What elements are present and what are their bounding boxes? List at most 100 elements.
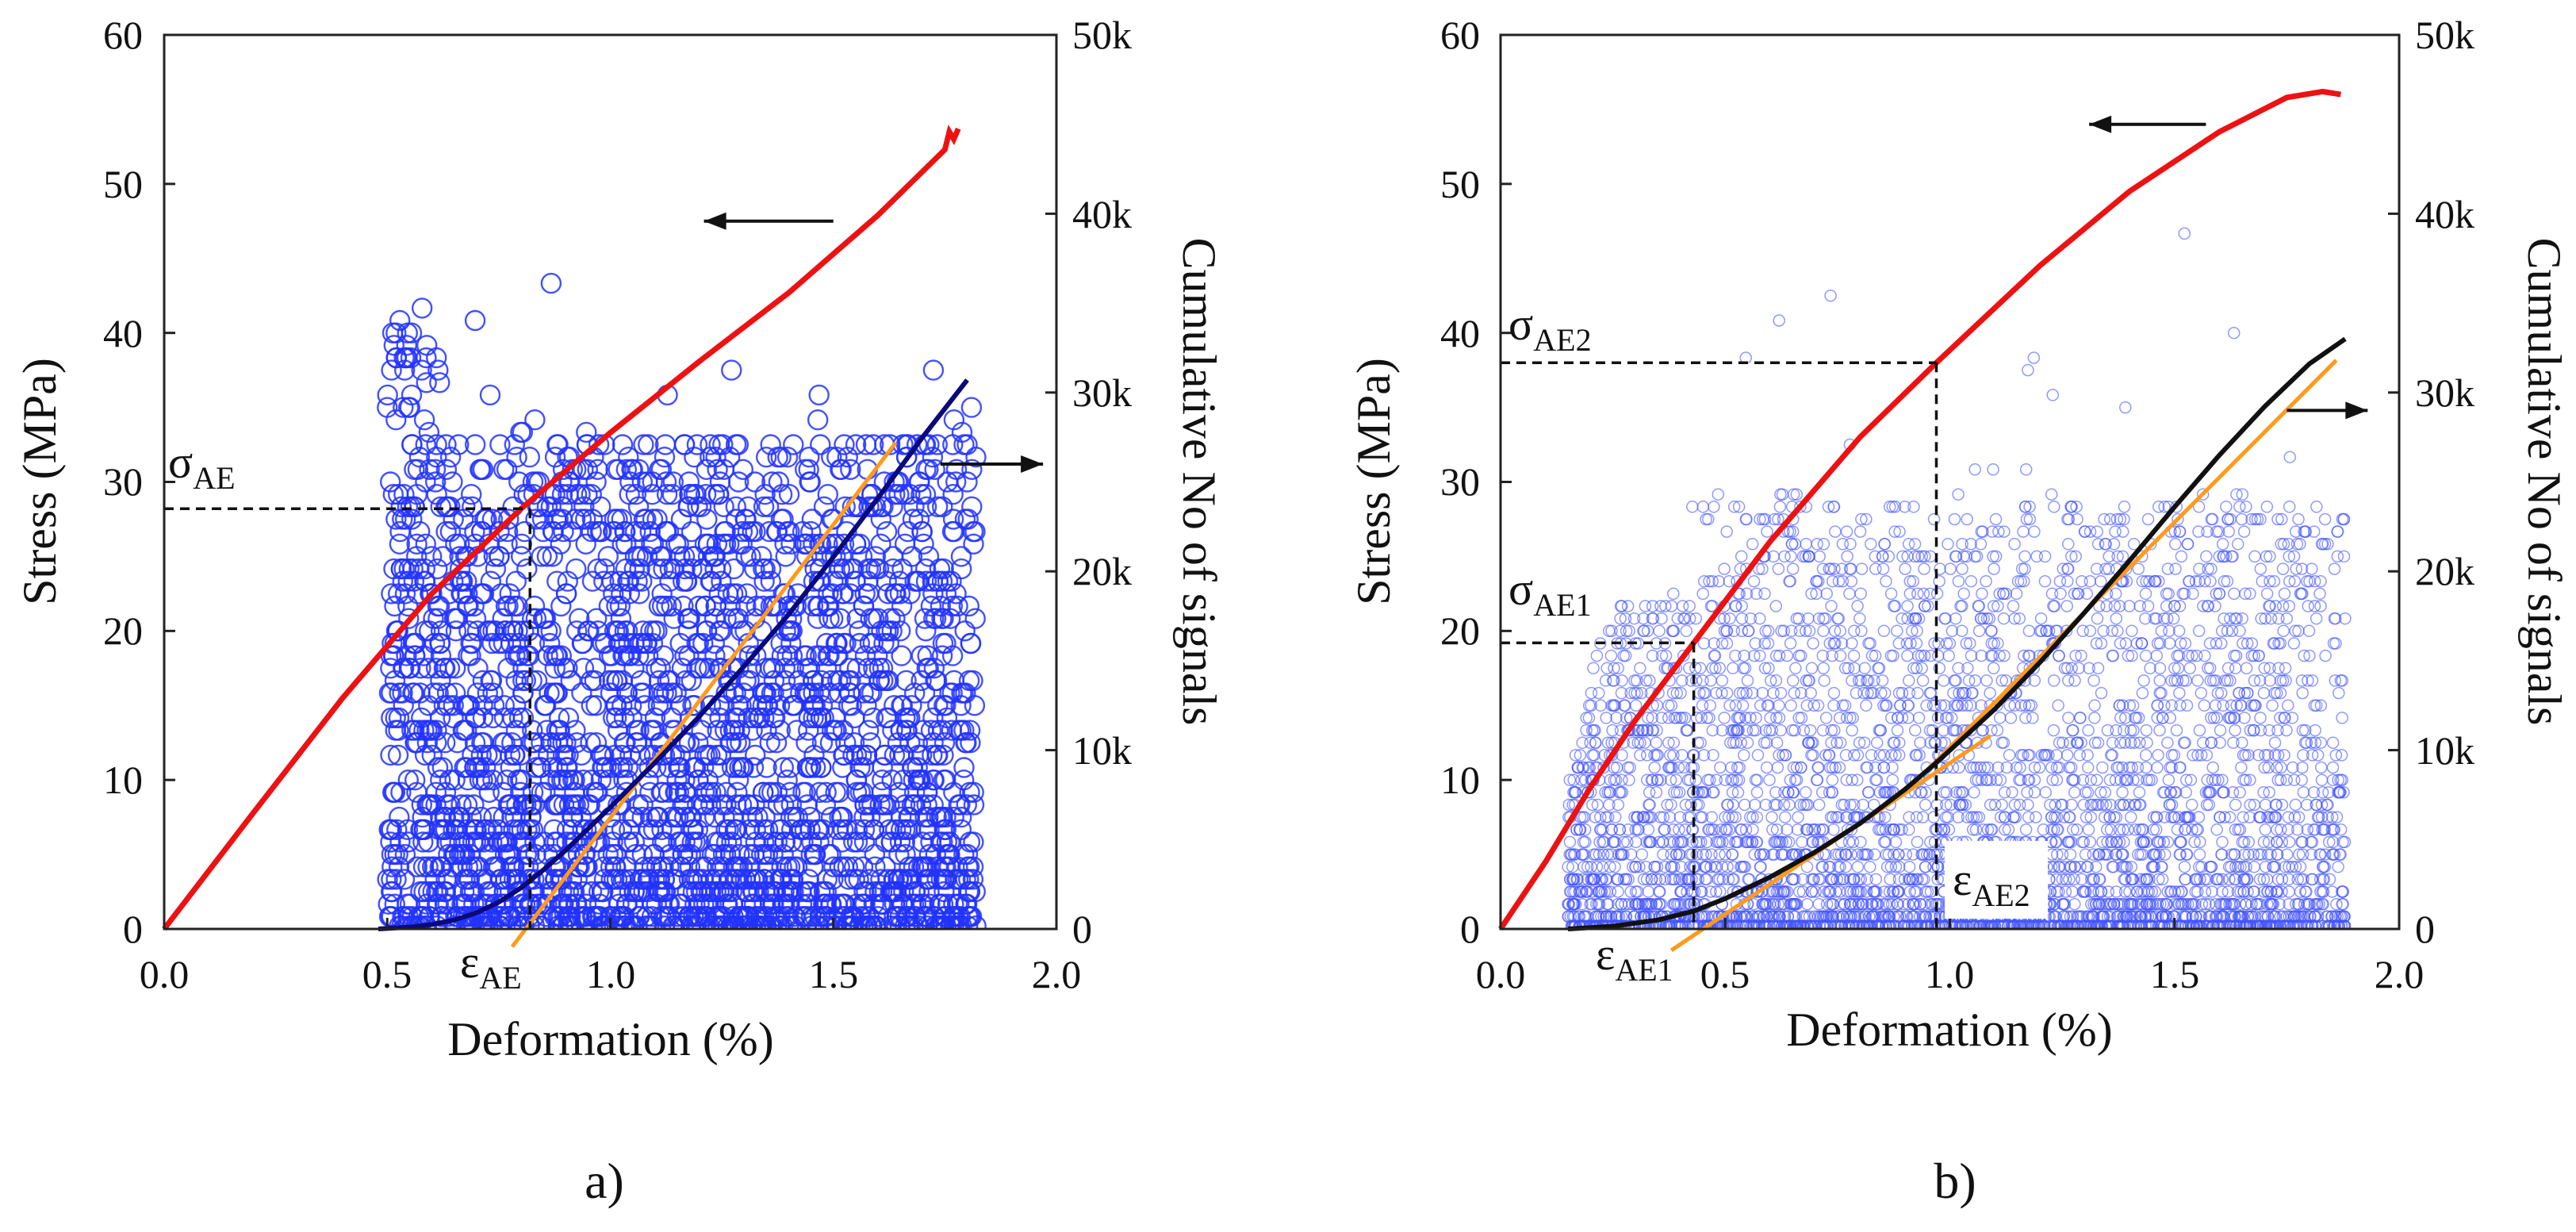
ae-event-point <box>2301 823 2314 836</box>
ae-event-point <box>393 869 416 890</box>
ae-event-point <box>2116 761 2129 774</box>
ae-event-point <box>753 496 775 517</box>
ae-event-point <box>617 570 638 592</box>
ae-event-point <box>1624 885 1637 898</box>
ae-event-point <box>809 558 831 580</box>
ae-event-point <box>676 570 698 592</box>
ae-event-point <box>2278 587 2291 601</box>
ae-event-point <box>583 906 604 927</box>
ae-event-point <box>627 794 649 816</box>
ae-event-point <box>879 794 900 816</box>
ae-event-point <box>499 583 520 604</box>
ae-event-point <box>1739 823 1753 836</box>
ae-event-point <box>600 856 622 877</box>
ae-event-point <box>2011 574 2025 588</box>
ae-event-point <box>489 520 510 543</box>
ae-event-point <box>2116 786 2129 799</box>
ae-event-point <box>2079 848 2092 861</box>
ae-event-point <box>1956 600 1968 612</box>
ae-event-point <box>856 695 877 716</box>
ae-event-point <box>864 843 886 865</box>
x-axis-title: Deformation (%) <box>447 1013 774 1065</box>
ae-event-point <box>857 583 880 604</box>
ae-event-point <box>1993 712 2007 724</box>
ae-event-point <box>2106 624 2118 638</box>
ae-event-point <box>2279 662 2292 675</box>
ae-event-point <box>558 484 579 505</box>
ae-event-point <box>2065 798 2078 812</box>
ae-event-point <box>700 881 722 903</box>
ae-event-point <box>889 583 911 604</box>
ae-event-point <box>1842 835 1856 849</box>
ae-event-point <box>2114 512 2127 526</box>
ae-event-point <box>2318 512 2332 526</box>
ae-event-point <box>1903 674 1915 687</box>
ae-event-point <box>1932 649 1945 662</box>
ae-event-point <box>2244 587 2256 601</box>
ae-event-point <box>435 732 456 754</box>
ae-event-point <box>548 794 569 816</box>
ae-event-point <box>1860 699 1873 712</box>
ae-event-point <box>2268 811 2281 823</box>
ae-event-point <box>1585 885 1599 898</box>
ae-event-point <box>567 843 589 865</box>
ae-event-point <box>755 915 776 929</box>
ae-event-point <box>1690 848 1704 861</box>
ae-event-point <box>688 658 710 679</box>
ae-event-point <box>723 915 744 929</box>
ae-event-point <box>395 347 416 369</box>
ae-event-point <box>1802 736 1815 749</box>
ae-event-point <box>600 682 622 704</box>
ae-event-point <box>553 520 574 543</box>
ae-event-point <box>452 720 474 741</box>
ae-event-point <box>2020 512 2034 526</box>
ae-event-point <box>2103 512 2117 526</box>
ae-event-point <box>504 434 525 455</box>
ae-event-point <box>2283 451 2297 463</box>
ae-event-point <box>884 608 906 629</box>
ae-event-point <box>2135 885 2148 898</box>
ae-event-point <box>1854 587 1867 601</box>
ae-event-point <box>1969 823 1983 836</box>
ae-event-point <box>807 595 829 617</box>
ae-event-point <box>1627 736 1639 749</box>
ae-event-point <box>1764 712 1777 724</box>
ae-event-point <box>611 434 634 455</box>
ae-event-point <box>519 915 540 929</box>
chart-panel-a: 0.0 0.5 1.0 1.5 2.0 0 10 20 30 40 50 60 … <box>13 13 1225 1209</box>
ae-event-point <box>1586 798 1599 812</box>
ae-event-point <box>1609 811 1622 823</box>
ae-event-point <box>2325 823 2339 836</box>
ae-event-point <box>2028 761 2041 774</box>
ae-event-point <box>619 881 640 903</box>
ae-event-point <box>2068 786 2081 799</box>
ae-event-point <box>776 447 799 468</box>
ae-event-point <box>783 434 804 455</box>
ae-event-point <box>409 520 431 543</box>
ae-event-point <box>739 856 761 877</box>
ae-event-point <box>1851 848 1865 861</box>
ae-event-point <box>931 496 953 517</box>
ae-event-point <box>1991 637 2004 650</box>
ae-event-point <box>746 695 768 716</box>
ae-event-point <box>2248 885 2260 898</box>
ae-event-point <box>669 546 691 567</box>
ae-event-point <box>734 915 757 929</box>
ae-event-point <box>820 893 841 915</box>
ae-event-point <box>1942 823 1956 836</box>
ae-event-point <box>2213 550 2226 563</box>
ae-event-point <box>748 881 769 903</box>
ae-event-point <box>396 335 417 356</box>
ae-event-point <box>1604 649 1618 662</box>
ae-event-point <box>2083 525 2097 538</box>
ae-event-point <box>1922 600 1934 612</box>
ae-event-point <box>383 558 404 580</box>
ae-event-point <box>668 757 689 778</box>
ae-event-point <box>2034 612 2048 625</box>
ae-event-point <box>466 620 489 642</box>
ae-event-point <box>2133 736 2146 749</box>
ae-event-point <box>659 757 680 778</box>
ae-event-point <box>721 881 742 903</box>
ae-event-point <box>697 546 719 567</box>
ae-event-point <box>965 447 987 468</box>
